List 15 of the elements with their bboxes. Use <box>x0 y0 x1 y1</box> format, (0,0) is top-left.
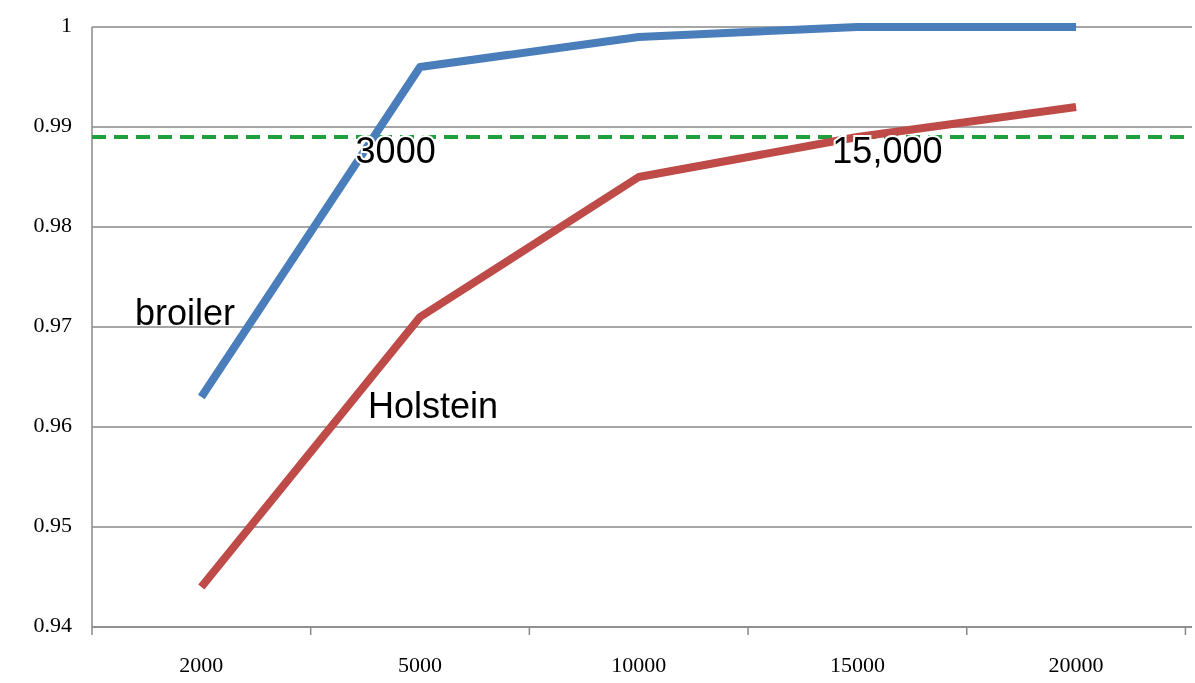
annotation: 15,000 <box>832 129 943 171</box>
x-tick-label: 15000 <box>829 652 885 678</box>
y-tick-label: 1 <box>61 12 72 38</box>
y-tick-label: 0.98 <box>33 212 72 238</box>
y-tick-label: 0.97 <box>33 312 72 338</box>
y-tick-label: 0.95 <box>33 512 72 538</box>
x-tick-label: 20000 <box>1048 652 1104 678</box>
y-tick-label: 0.94 <box>33 612 72 638</box>
y-tick-label: 0.96 <box>33 412 72 438</box>
series-label: broiler <box>135 291 236 333</box>
y-tick-label: 0.99 <box>33 112 72 138</box>
x-tick-label: 5000 <box>398 652 443 678</box>
x-tick-label: 10000 <box>611 652 667 678</box>
x-tick-label: 2000 <box>179 652 224 678</box>
series-label: Holstein <box>368 384 499 426</box>
